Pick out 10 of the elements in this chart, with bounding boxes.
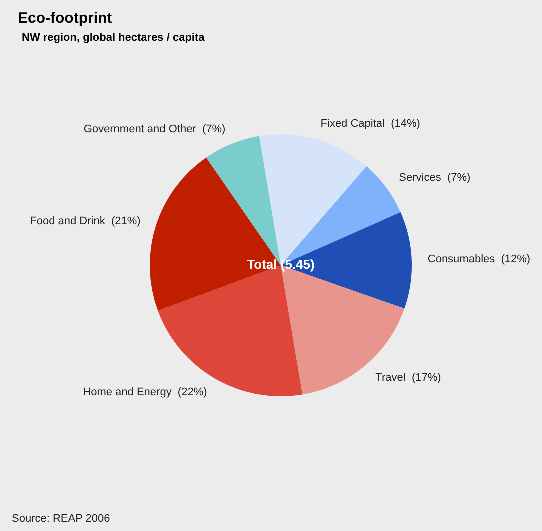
- slice-label: Consumables (12%): [428, 254, 531, 266]
- source-note: Source: REAP 2006: [12, 513, 110, 526]
- slice-label: Travel (17%): [376, 372, 442, 384]
- slice-label: Fixed Capital (14%): [320, 118, 420, 130]
- slice-label: Government and Other (7%): [84, 123, 226, 136]
- slice-label: Food and Drink (21%): [30, 215, 141, 228]
- chart-title: Eco-footprint: [18, 10, 112, 27]
- slice-label: Services (7%): [399, 172, 471, 184]
- slice-label: Home and Energy (22%): [83, 386, 208, 399]
- chart-subtitle: NW region, global hectares / capita: [22, 32, 205, 44]
